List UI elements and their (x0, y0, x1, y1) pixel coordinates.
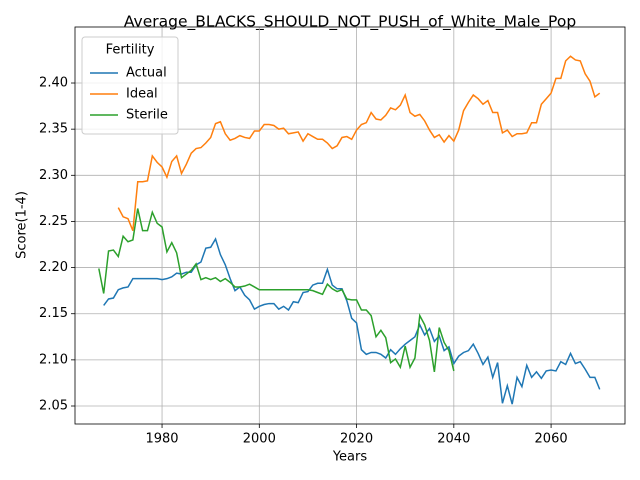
x-axis-label: Years (332, 450, 368, 465)
series-line (103, 237, 601, 405)
series-line (117, 55, 601, 231)
x-tick-label: 2060 (535, 432, 568, 447)
legend-box (81, 36, 179, 135)
y-tick-label: 2.15 (39, 306, 68, 321)
y-tick-label: 2.35 (39, 122, 68, 137)
y-tick-label: 2.25 (39, 214, 68, 229)
legend-label: Ideal (126, 87, 158, 102)
y-tick-label: 2.10 (39, 352, 68, 367)
legend-label: Sterile (126, 108, 168, 123)
series-line (98, 208, 455, 372)
x-tick-label: 2040 (437, 432, 470, 447)
y-tick-label: 2.20 (39, 260, 68, 275)
x-tick-label: 2000 (243, 432, 276, 447)
chart-title: Average_BLACKS_SHOULD_NOT_PUSH_of_White_… (124, 13, 576, 32)
y-axis-label: Score(1-4) (15, 191, 30, 259)
legend-label: Actual (126, 66, 167, 81)
y-tick-label: 2.40 (39, 76, 68, 91)
legend-title: Fertility (106, 43, 155, 58)
legend: Fertility Actual Ideal Sterile (81, 36, 179, 135)
y-tick-label: 2.30 (39, 168, 68, 183)
x-tick-label: 1980 (145, 432, 178, 447)
plot-frame (74, 26, 626, 425)
x-tick-label: 2020 (340, 432, 373, 447)
y-tick-label: 2.05 (39, 399, 68, 414)
